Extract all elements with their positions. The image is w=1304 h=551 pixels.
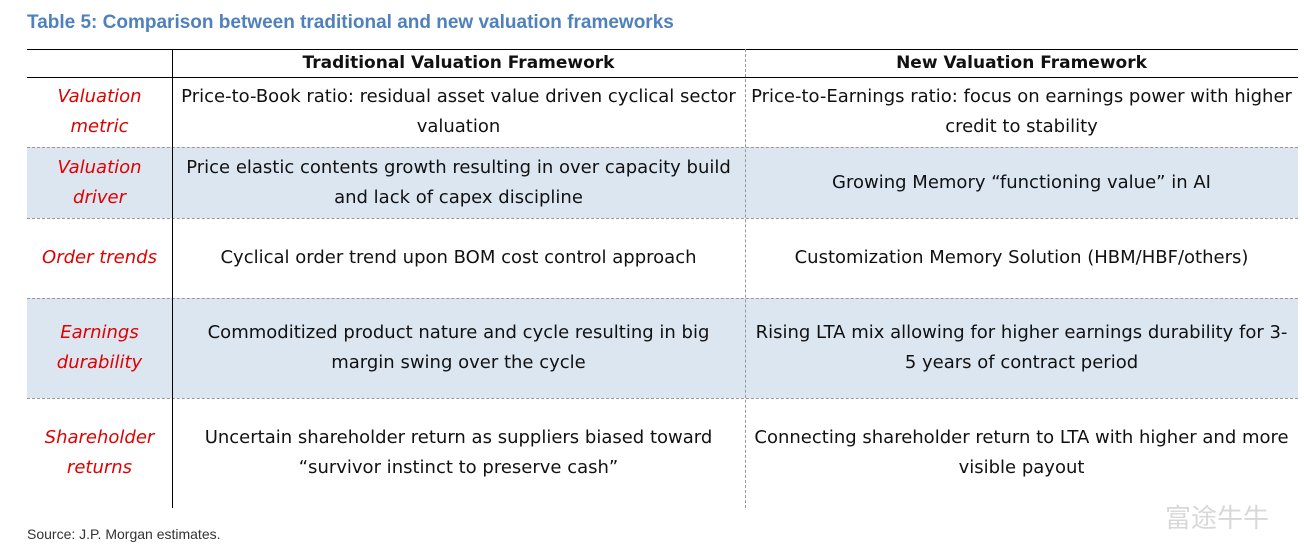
table-cell: Traditional Valuation Framework — [302, 53, 615, 73]
table-cell: Valuation metric — [57, 86, 142, 137]
table-cell: Order trends — [42, 247, 157, 268]
table-cell: Customization Memory Solution (HBM/HBF/o… — [794, 247, 1249, 268]
row-divider — [27, 298, 1298, 299]
row-divider — [27, 398, 1298, 399]
table-cell: Price elastic contents growth resulting … — [186, 156, 731, 208]
col-divider — [172, 49, 173, 508]
table-title: Table 5: Comparison between traditional … — [27, 12, 674, 33]
table-cell: Rising LTA mix allowing for higher earni… — [755, 322, 1288, 373]
watermark: 富途牛牛 — [1165, 504, 1270, 534]
table-cell: Uncertain shareholder return as supplier… — [204, 427, 713, 478]
table-cell: Growing Memory “functioning value” in AI — [832, 171, 1211, 193]
row-divider — [27, 218, 1298, 219]
top-border — [27, 49, 1298, 50]
table-cell: Price-to-Earnings ratio: focus on earnin… — [751, 86, 1292, 137]
header-border — [27, 77, 1298, 78]
row-band — [27, 147, 1298, 218]
table-cell: Price-to-Book ratio: residual asset valu… — [181, 86, 736, 137]
table-cell: Commoditized product nature and cycle re… — [207, 322, 710, 373]
table-cell: Connecting shareholder return to LTA wit… — [754, 427, 1289, 478]
table-cell: New Valuation Framework — [896, 53, 1147, 73]
table-cell: Valuation driver — [57, 156, 142, 208]
source-note: Source: J.P. Morgan estimates. — [27, 526, 221, 542]
table-cell: Cyclical order trend upon BOM cost contr… — [220, 247, 697, 268]
row-band — [27, 298, 1298, 398]
col-divider — [745, 49, 746, 508]
table-cell: Shareholder returns — [44, 427, 155, 478]
row-divider — [27, 147, 1298, 148]
table-cell: Earnings durability — [56, 322, 143, 373]
